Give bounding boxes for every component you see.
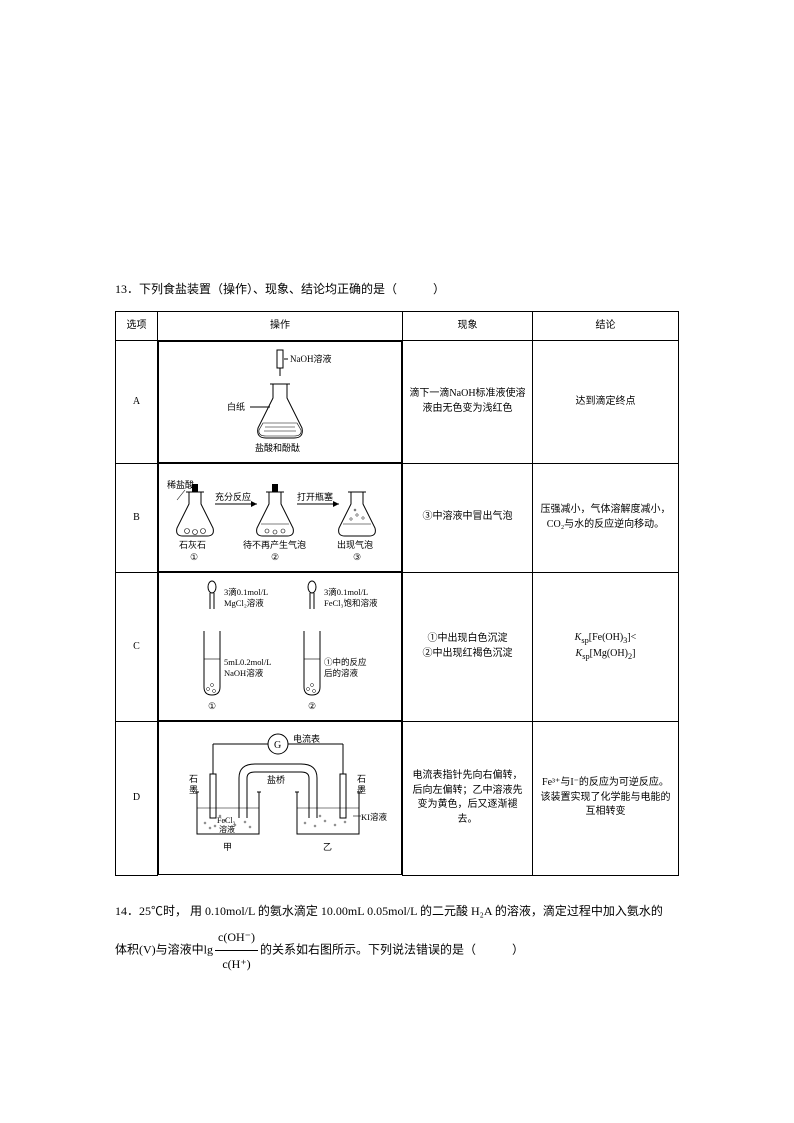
svg-text:溶液: 溶液 — [219, 824, 235, 834]
svg-text:电流表: 电流表 — [293, 733, 320, 744]
svg-text:FeCl₃饱和溶液: FeCl₃饱和溶液 — [324, 598, 378, 608]
opt-C: C — [116, 572, 158, 721]
svg-text:墨: 墨 — [357, 785, 366, 795]
svg-text:打开瓶塞: 打开瓶塞 — [297, 491, 333, 502]
svg-text:待不再产生气泡: 待不再产生气泡 — [243, 539, 306, 550]
svg-text:NaOH溶液: NaOH溶液 — [290, 353, 332, 364]
svg-text:KI溶液: KI溶液 — [361, 812, 387, 822]
svg-text:①: ① — [208, 701, 216, 711]
th-phen: 现象 — [403, 312, 533, 341]
svg-text:FeCl₃: FeCl₃ — [217, 816, 236, 825]
svg-text:①中的反应: ①中的反应 — [324, 657, 367, 667]
conc-B: 压强减小，气体溶解度减小，CO₂与水的反应逆向移动。 — [533, 463, 679, 572]
opt-A: A — [116, 341, 158, 464]
svg-text:②: ② — [271, 552, 279, 562]
diagram-A: NaOH溶液 白纸 盐酸和酚酞 — [158, 341, 402, 463]
table-row: C 3滴0.1mol/L MgCl₂溶液 5mL0.2mol/L N — [116, 572, 679, 721]
svg-text:3滴0.1mol/L: 3滴0.1mol/L — [224, 587, 268, 597]
svg-text:盐酸和酚酞: 盐酸和酚酞 — [255, 442, 300, 453]
opt-B: B — [116, 463, 158, 572]
fraction: c(OH⁻)c(H⁺) — [215, 924, 258, 978]
opt-D: D — [116, 721, 158, 875]
svg-text:3滴0.1mol/L: 3滴0.1mol/L — [324, 587, 368, 597]
th-op: 操作 — [158, 312, 403, 341]
phen-D: 电流表指针先向右偏转，后向左偏转；乙中溶液先变为黄色，后又逐渐褪去。 — [403, 721, 533, 875]
th-conc: 结论 — [533, 312, 679, 341]
svg-text:石: 石 — [357, 774, 366, 784]
svg-C: 3滴0.1mol/L MgCl₂溶液 5mL0.2mol/L NaOH溶液 ① — [170, 579, 390, 714]
q13-stem: 13．下列食盐装置（操作）、现象、结论均正确的是（ ） — [115, 280, 679, 299]
svg-text:②: ② — [308, 701, 316, 711]
svg-text:乙: 乙 — [323, 842, 332, 852]
svg-B: 稀盐酸 石灰石 ① 充分反应 待不再产生气泡 — [165, 470, 395, 565]
q13-number: 13． — [115, 282, 139, 296]
svg-text:①: ① — [190, 552, 198, 562]
diagram-B: 稀盐酸 石灰石 ① 充分反应 待不再产生气泡 — [158, 463, 402, 572]
diagram-D: G 电流表 石 墨 石 墨 盐桥 — [158, 721, 402, 875]
table-row: B 稀盐酸 石灰石 ① 充分反应 — [116, 463, 679, 572]
svg-text:③: ③ — [353, 552, 361, 562]
svg-text:甲: 甲 — [223, 842, 232, 852]
phen-C: ①中出现白色沉淀②中出现红褐色沉淀 — [403, 572, 533, 721]
svg-D: G 电流表 石 墨 石 墨 盐桥 — [165, 728, 395, 868]
table-row: A NaOH溶液 白纸 — [116, 341, 679, 464]
q14-line1: 14．25℃时， 用 0.10mol/L 的氨水滴定 10.00mL 0.05m… — [115, 898, 679, 924]
th-option: 选项 — [116, 312, 158, 341]
svg-text:MgCl₂溶液: MgCl₂溶液 — [224, 598, 264, 608]
q13-table: 选项 操作 现象 结论 A NaOH溶液 — [115, 311, 679, 876]
svg-text:后的溶液: 后的溶液 — [324, 668, 359, 678]
table-row: D G 电流表 石 墨 石 — [116, 721, 679, 875]
conc-A: 达到滴定终点 — [533, 341, 679, 464]
svg-text:石灰石: 石灰石 — [179, 539, 206, 550]
svg-text:盐桥: 盐桥 — [267, 774, 285, 785]
svg-text:稀盐酸: 稀盐酸 — [167, 479, 194, 490]
conc-C: Ksp[Fe(OH)3]<Ksp[Mg(OH)2] — [533, 572, 679, 721]
svg-text:NaOH溶液: NaOH溶液 — [224, 668, 264, 678]
svg-text:石: 石 — [189, 774, 198, 784]
q14-number: 14． — [115, 904, 139, 918]
diagram-C: 3滴0.1mol/L MgCl₂溶液 5mL0.2mol/L NaOH溶液 ① — [158, 572, 402, 721]
q14-line2: 体积(V)与溶液中lgc(OH⁻)c(H⁺)的关系如右图所示。下列说法错误的是（… — [115, 924, 679, 978]
svg-A: NaOH溶液 白纸 盐酸和酚酞 — [180, 348, 380, 456]
svg-text:充分反应: 充分反应 — [215, 491, 251, 502]
svg-text:5mL0.2mol/L: 5mL0.2mol/L — [224, 657, 271, 667]
phen-B: ③中溶液中冒出气泡 — [403, 463, 533, 572]
q14: 14．25℃时， 用 0.10mol/L 的氨水滴定 10.00mL 0.05m… — [115, 898, 679, 978]
phen-A: 滴下一滴NaOH标准液使溶液由无色变为浅红色 — [403, 341, 533, 464]
conc-D: Fe³⁺与I⁻的反应为可逆反应。该装置实现了化学能与电能的互相转变 — [533, 721, 679, 875]
svg-text:G: G — [274, 740, 281, 751]
svg-text:白纸: 白纸 — [227, 401, 245, 412]
svg-text:出现气泡: 出现气泡 — [337, 539, 373, 550]
